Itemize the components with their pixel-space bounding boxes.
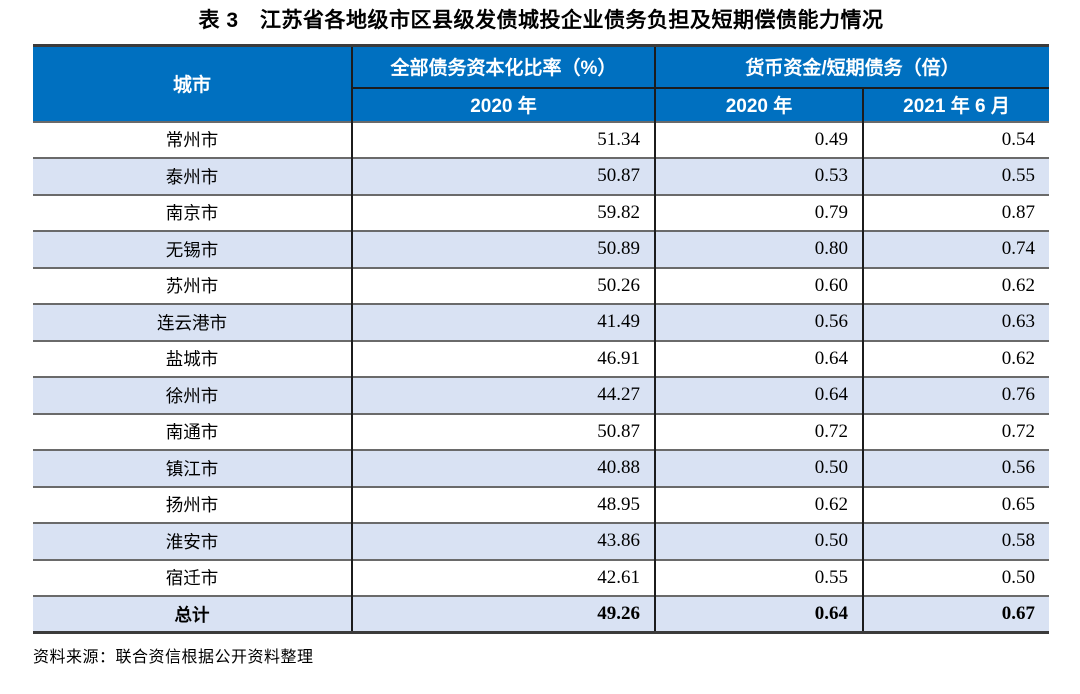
- debt-2020-cell: 50.26: [351, 267, 655, 304]
- city-cell: 盐城市: [165, 349, 219, 370]
- cash-2021-cell: 0.62: [862, 267, 1049, 304]
- source-note: 资料来源：联合资信根据公开资料整理: [33, 649, 314, 666]
- cash-2021-cell: 0.72: [862, 413, 1049, 450]
- city-cell: 连云港市: [157, 312, 227, 333]
- table-row-suzhou: 苏州市 50.26 0.60 0.62: [33, 267, 1049, 304]
- cash-2020-cell: 0.55: [654, 559, 863, 596]
- cash-2020-cell: 0.80: [654, 231, 863, 268]
- cash-2020-cell: 0.62: [654, 486, 863, 523]
- cash-2020-cell: 0.60: [654, 267, 863, 304]
- table-row-huaian: 淮安市 43.86 0.50 0.58: [33, 523, 1049, 560]
- cash-2021-cell: 0.76: [862, 377, 1049, 414]
- cash-2021-cell: 0.62: [862, 340, 1049, 377]
- total-debt-2020-cell: 49.26: [351, 596, 655, 633]
- cash-2020-cell: 0.64: [654, 340, 863, 377]
- table-header: 城市 全部债务资本化比率（%） 货币资金/短期债务（倍） 2020 年 2020…: [33, 45, 1049, 122]
- table-row-total: 总计 49.26 0.64 0.67: [33, 596, 1049, 633]
- city-cell: 南通市: [165, 422, 219, 443]
- header-group-row: 城市 全部债务资本化比率（%） 货币资金/短期债务（倍）: [33, 45, 1049, 122]
- debt-2020-cell: 50.87: [351, 158, 655, 195]
- debt-2020-cell: 48.95: [351, 486, 655, 523]
- debt-2020-cell: 50.87: [351, 413, 655, 450]
- cash-2020-cell: 0.50: [654, 450, 863, 487]
- table-row-suqian: 宿迁市 42.61 0.55 0.50: [33, 559, 1049, 596]
- debt-2020-cell: 51.34: [351, 121, 655, 158]
- city-cell: 无锡市: [165, 239, 219, 260]
- table-row-yancheng: 盐城市 46.91 0.64 0.62: [33, 340, 1049, 377]
- debt-2020-cell: 44.27: [351, 377, 655, 414]
- cash-2020-cell: 0.50: [654, 523, 863, 560]
- cash-2020-cell: 0.56: [654, 304, 863, 341]
- cash-2020-cell: 0.49: [654, 121, 863, 158]
- city-cell: 扬州市: [165, 495, 219, 516]
- city-cell: 镇江市: [165, 458, 219, 479]
- debt-2020-cell: 46.91: [351, 340, 655, 377]
- debt-2020-cell: 50.89: [351, 231, 655, 268]
- debt-2020-cell: 43.86: [351, 523, 655, 560]
- table-row-nanjing: 南京市 59.82 0.79 0.87: [33, 194, 1049, 231]
- cash-2020-cell: 0.72: [654, 413, 863, 450]
- table-row-zhenjiang: 镇江市 40.88 0.50 0.56: [33, 450, 1049, 487]
- cash-2021-cell: 0.74: [862, 231, 1049, 268]
- city-cell: 南京市: [165, 203, 219, 224]
- cash-2021-cell: 0.56: [862, 450, 1049, 487]
- table-row-taizhou: 泰州市 50.87 0.53 0.55: [33, 158, 1049, 195]
- table-row-wuxi: 无锡市 50.89 0.80 0.74: [33, 231, 1049, 268]
- header-debt-2020: 2020 年: [351, 86, 655, 122]
- cash-2020-cell: 0.79: [654, 194, 863, 231]
- cash-2021-cell: 0.58: [862, 523, 1049, 560]
- cash-2021-cell: 0.55: [862, 158, 1049, 195]
- city-cell: 苏州市: [165, 276, 219, 297]
- header-city: 城市: [33, 45, 352, 122]
- header-cash-2020: 2020 年: [654, 86, 863, 122]
- city-cell: 徐州市: [165, 385, 219, 406]
- total-label-cell: 总计: [174, 604, 210, 625]
- city-cell: 常州市: [165, 130, 219, 151]
- city-cell: 泰州市: [165, 166, 219, 187]
- cash-2021-cell: 0.63: [862, 304, 1049, 341]
- table-row-changzhou: 常州市 51.34 0.49 0.54: [33, 121, 1049, 158]
- table-row-lianyungang: 连云港市 41.49 0.56 0.63: [33, 304, 1049, 341]
- table-row-nantong: 南通市 50.87 0.72 0.72: [33, 413, 1049, 450]
- debt-2020-cell: 59.82: [351, 194, 655, 231]
- total-cash-2020-cell: 0.64: [654, 596, 863, 633]
- cash-2021-cell: 0.50: [862, 559, 1049, 596]
- cash-2021-cell: 0.87: [862, 194, 1049, 231]
- debt-2020-cell: 40.88: [351, 450, 655, 487]
- table-body: 常州市 51.34 0.49 0.54 泰州市 50.87 0.53 0.55 …: [33, 121, 1049, 633]
- city-cell: 淮安市: [165, 531, 219, 552]
- table-row-yangzhou: 扬州市 48.95 0.62 0.65: [33, 486, 1049, 523]
- debt-2020-cell: 42.61: [351, 559, 655, 596]
- debt-table: 城市 全部债务资本化比率（%） 货币资金/短期债务（倍） 2020 年 2020…: [33, 44, 1049, 634]
- header-cash-ratio-group: 货币资金/短期债务（倍）: [654, 45, 1049, 88]
- city-cell: 宿迁市: [165, 568, 219, 589]
- header-debt-ratio-group: 全部债务资本化比率（%）: [351, 45, 655, 88]
- header-sub-row: 2020 年 2020 年 2021 年 6 月: [33, 86, 1049, 122]
- cash-2021-cell: 0.54: [862, 121, 1049, 158]
- cash-2021-cell: 0.65: [862, 486, 1049, 523]
- table-title: 表 3 江苏省各地级市区县级发债城投企业债务负担及短期偿债能力情况: [198, 9, 884, 32]
- cash-2020-cell: 0.64: [654, 377, 863, 414]
- cash-2020-cell: 0.53: [654, 158, 863, 195]
- header-cash-2021: 2021 年 6 月: [862, 86, 1049, 122]
- table-row-xuzhou: 徐州市 44.27 0.64 0.76: [33, 377, 1049, 414]
- debt-2020-cell: 41.49: [351, 304, 655, 341]
- total-cash-2021-cell: 0.67: [862, 596, 1049, 633]
